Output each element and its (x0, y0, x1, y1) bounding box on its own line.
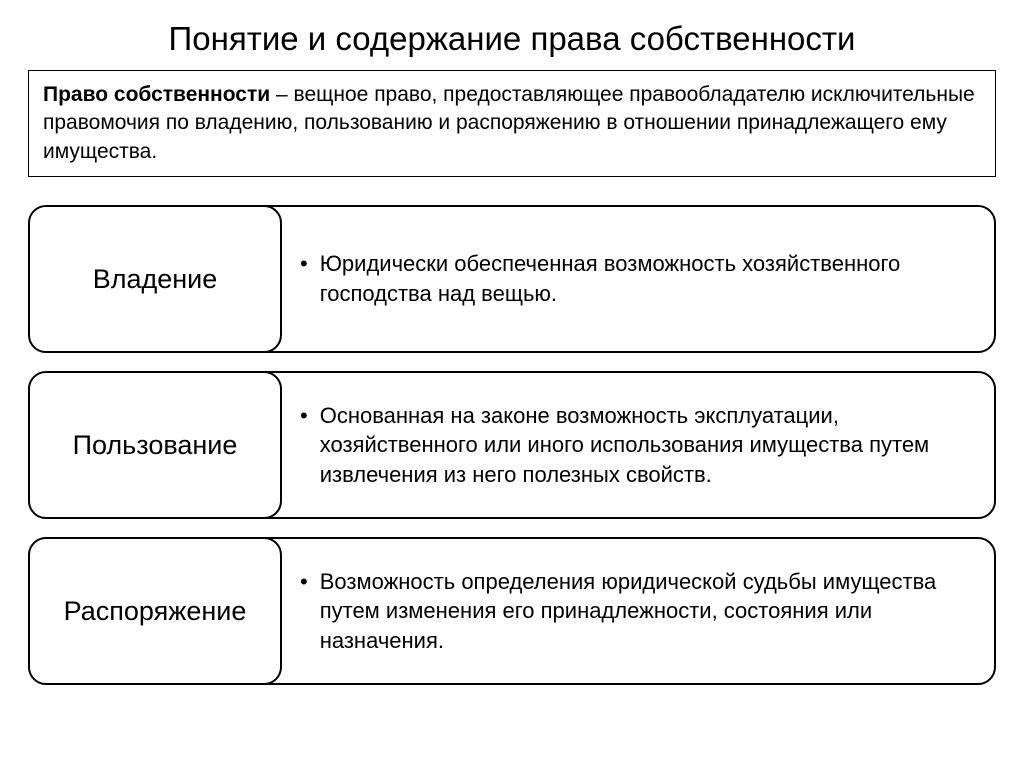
bullet-icon: • (300, 567, 308, 597)
concept-row: Распоряжение • Возможность определения ю… (28, 537, 996, 685)
concept-description-text: Возможность определения юридической судь… (320, 567, 970, 656)
concept-label-vladenie: Владение (28, 205, 282, 353)
concept-label-polzovanie: Пользование (28, 371, 282, 519)
concept-description: • Возможность определения юридической су… (280, 539, 994, 683)
concept-label-rasporiazhenie: Распоряжение (28, 537, 282, 685)
bullet-icon: • (300, 249, 308, 279)
concept-row: Пользование • Основанная на законе возмо… (28, 371, 996, 519)
concept-description-text: Юридически обеспеченная возможность хозя… (320, 249, 970, 308)
concept-row: Владение • Юридически обеспеченная возмо… (28, 205, 996, 353)
page-title: Понятие и содержание права собственности (28, 20, 996, 58)
definition-box: Право собственности – вещное право, пред… (28, 70, 996, 177)
concept-description-text: Основанная на законе возможность эксплуа… (320, 401, 970, 490)
definition-term: Право собственности (43, 83, 270, 106)
bullet-icon: • (300, 401, 308, 431)
concept-description: • Основанная на законе возможность экспл… (280, 373, 994, 517)
concept-description: • Юридически обеспеченная возможность хо… (280, 207, 994, 351)
